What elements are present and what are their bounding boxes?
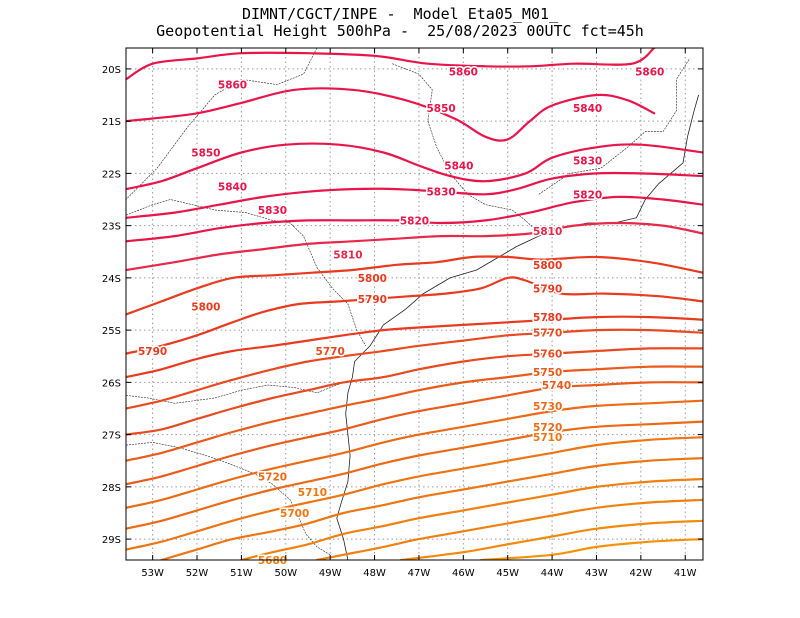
contour-line-5860: [126, 48, 656, 81]
contour-line-5810: [126, 221, 703, 272]
contour-label-5680: 5680: [258, 555, 287, 567]
contour-label-5790: 5790: [138, 346, 167, 358]
contour-label-5830: 5830: [573, 155, 602, 167]
contour-line-5750: [126, 365, 703, 462]
contour-line-5700: [160, 457, 703, 560]
contour-label-5860: 5860: [218, 80, 247, 92]
y-tick-label: 26S: [102, 378, 121, 389]
state-border: [126, 48, 318, 200]
contour-label-5740: 5740: [542, 380, 571, 392]
contour-label-5830: 5830: [258, 205, 287, 217]
x-tick-label: 50W: [274, 568, 297, 579]
contour-line-5770: [126, 328, 703, 410]
x-tick-label: 51W: [230, 568, 253, 579]
contour-label-5710: 5710: [533, 432, 562, 444]
contour-label-5820: 5820: [573, 189, 602, 201]
state-border: [126, 199, 366, 346]
y-tick-label: 28S: [102, 483, 121, 494]
contour-line-5790: [126, 276, 703, 355]
contour-line-5800: [126, 255, 703, 316]
contour-line-5680: [315, 498, 703, 560]
contour-label-5790: 5790: [533, 283, 562, 295]
x-tick-label: 41W: [674, 568, 697, 579]
state-border: [126, 442, 331, 556]
plot-frame: [125, 47, 704, 561]
contour-line-5740: [126, 381, 703, 486]
contour-lines: [126, 48, 703, 560]
x-tick-label: 49W: [319, 568, 342, 579]
y-tick-label: 27S: [102, 431, 121, 442]
contour-line-5670: [400, 519, 703, 560]
contour-label-5860: 5860: [635, 67, 664, 79]
contour-label-5840: 5840: [444, 161, 473, 173]
page-title: DIMNT/CGCT/INPE - Model Eta05_M01_ Geopot…: [0, 6, 800, 40]
contour-line-5710: [126, 436, 703, 551]
contour-line-5780: [126, 315, 703, 379]
axis-ticks: 53W 52W 51W 50W 49W 48W 47W 46W 45W 44W 43W 42W 41W 2…: [102, 48, 703, 579]
x-tick-label: 46W: [452, 568, 475, 579]
contour-label-5750: 5750: [533, 367, 562, 379]
contour-label-5800: 5800: [533, 260, 562, 272]
x-tick-label: 52W: [186, 568, 209, 579]
contour-label-5720: 5720: [533, 422, 562, 434]
contour-line-5690: [240, 477, 703, 560]
y-tick-label: 24S: [102, 274, 121, 285]
title-line-2: Geopotential Height 500hPa - 25/08/2023 …: [156, 22, 644, 40]
title-line-1: DIMNT/CGCT/INPE - Model Eta05_M01_: [241, 5, 559, 23]
contour-line-5720: [126, 420, 703, 530]
coastline-path: [336, 94, 699, 560]
contour-label-5810: 5810: [333, 249, 362, 261]
contour-label-5790: 5790: [358, 294, 387, 306]
contour-line-5660: [480, 538, 703, 560]
contour-label-5850: 5850: [191, 147, 220, 159]
x-tick-label: 47W: [408, 568, 431, 579]
state-border: [538, 58, 690, 195]
x-tick-label: 45W: [496, 568, 519, 579]
contour-label-5720: 5720: [258, 471, 287, 483]
contour-line-5730: [126, 399, 703, 509]
contour-labels: 5860 5860 5860 5850 5850 5840 5840 5840 5830 5830…: [137, 65, 666, 568]
y-tick-label: 29S: [102, 535, 121, 546]
contour-line-5820: [126, 195, 703, 243]
y-tick-label: 21S: [102, 117, 121, 128]
contour-label-5840: 5840: [218, 181, 247, 193]
state-borders: [126, 48, 690, 556]
contour-label-5800: 5800: [191, 302, 220, 314]
contour-label-5780: 5780: [533, 312, 562, 324]
state-border: [126, 382, 344, 404]
contour-label-5770: 5770: [316, 346, 345, 358]
contour-label-5810: 5810: [533, 226, 562, 238]
contour-label-5820: 5820: [400, 215, 429, 227]
contour-label-5760: 5760: [533, 349, 562, 361]
x-tick-label: 42W: [630, 568, 653, 579]
contour-line-5760: [126, 347, 703, 436]
y-tick-label: 20S: [102, 65, 121, 76]
x-tick-label: 43W: [585, 568, 608, 579]
contour-label-5850: 5850: [427, 103, 456, 115]
contour-line-5830: [126, 171, 703, 219]
contour-line-5840: [126, 142, 703, 191]
contour-label-5860: 5860: [449, 67, 478, 79]
y-tick-label: 25S: [102, 326, 121, 337]
contour-label-5770: 5770: [533, 328, 562, 340]
contour-label-5830: 5830: [427, 187, 456, 199]
contour-line-5850: [126, 87, 656, 142]
contour-label-5800: 5800: [358, 273, 387, 285]
contour-label-5840: 5840: [573, 103, 602, 115]
y-tick-label: 22S: [102, 169, 121, 180]
x-tick-label: 44W: [541, 568, 564, 579]
contour-label-5700: 5700: [280, 508, 309, 520]
contour-label-5710: 5710: [298, 487, 327, 499]
y-tick-label: 23S: [102, 222, 121, 233]
contour-label-5730: 5730: [533, 401, 562, 413]
coastline: [336, 94, 699, 560]
state-border: [392, 63, 537, 232]
x-tick-label: 53W: [141, 568, 164, 579]
x-tick-label: 48W: [363, 568, 386, 579]
